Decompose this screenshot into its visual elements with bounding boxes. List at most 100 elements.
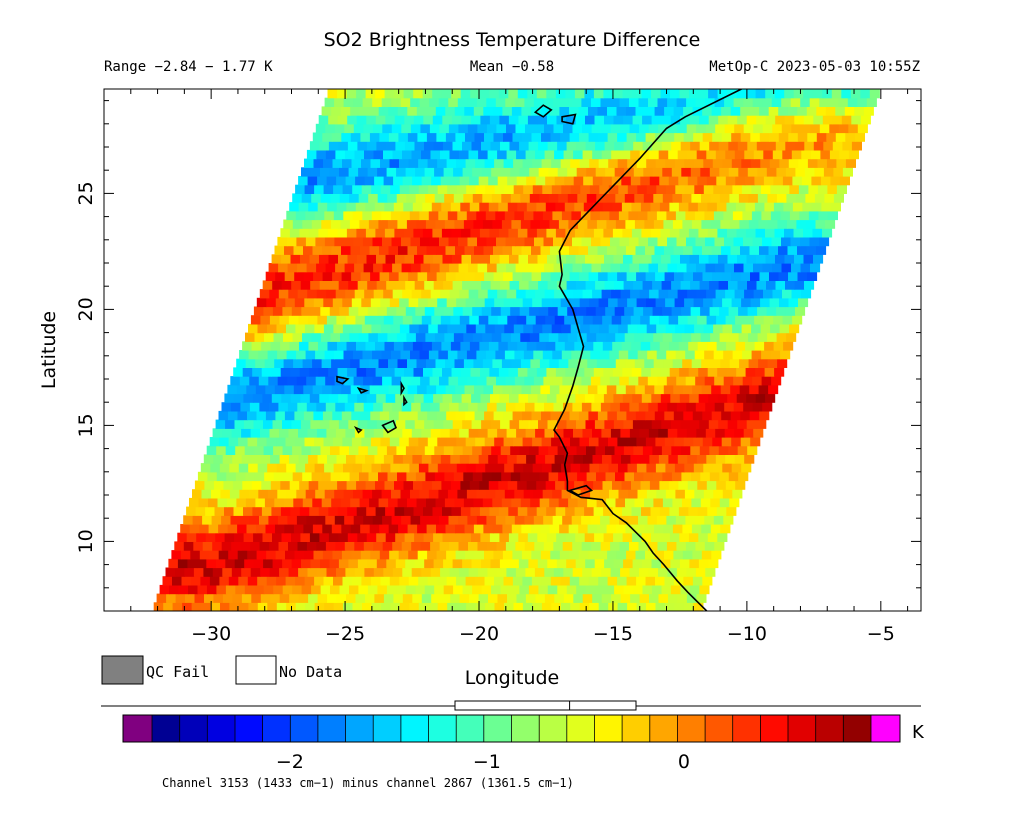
heatmap-cell (773, 202, 784, 212)
heatmap-cell (336, 176, 347, 186)
heatmap-cell (467, 515, 478, 525)
heatmap-cell (492, 106, 503, 116)
heatmap-cell (424, 584, 435, 595)
heatmap-cell (541, 271, 552, 281)
heatmap-cell (505, 515, 516, 525)
heatmap-cell (735, 341, 746, 351)
heatmap-cell (255, 497, 266, 508)
heatmap-cell (668, 289, 679, 299)
heatmap-cell (445, 384, 456, 395)
heatmap-cell (663, 219, 674, 229)
heatmap-cell (598, 437, 609, 447)
heatmap-cell (675, 515, 686, 525)
heatmap-cell (168, 558, 179, 569)
heatmap-cell (806, 106, 817, 116)
heatmap-cell (381, 463, 392, 473)
heatmap-cell (343, 236, 354, 247)
heatmap-cell (463, 332, 474, 342)
heatmap-cell (372, 489, 383, 499)
heatmap-cell (232, 593, 243, 603)
colorbar-segment (373, 715, 402, 742)
heatmap-cell (603, 367, 614, 377)
heatmap-cell (314, 463, 325, 473)
heatmap-cell (349, 219, 360, 229)
heatmap-cell (198, 497, 209, 508)
heatmap-cell (430, 149, 441, 160)
heatmap-cell (515, 402, 526, 412)
heatmap-cell (322, 524, 333, 534)
heatmap-cell (384, 480, 395, 490)
heatmap-cell (554, 149, 565, 160)
heatmap-cell (594, 419, 605, 429)
heatmap-cell (775, 280, 786, 290)
heatmap-cell (739, 219, 750, 229)
heatmap-cell (411, 149, 422, 160)
heatmap-cell (785, 306, 796, 316)
heatmap-cell (775, 141, 786, 151)
heatmap-cell (772, 149, 783, 160)
heatmap-cell (297, 541, 308, 551)
heatmap-cell (694, 323, 705, 334)
heatmap-cell (621, 315, 632, 325)
heatmap-cell (804, 141, 815, 151)
heatmap-cell (538, 306, 549, 316)
heatmap-cell (408, 410, 419, 421)
heatmap-cell (767, 193, 778, 203)
heatmap-cell (678, 341, 689, 351)
heatmap-cell (701, 358, 712, 368)
heatmap-cell (466, 184, 477, 194)
heatmap-cell (590, 489, 601, 499)
heatmap-cell (423, 393, 434, 403)
heatmap-cell (340, 471, 351, 482)
heatmap-cell (329, 167, 340, 177)
heatmap-cell (529, 471, 540, 482)
heatmap-cell (664, 550, 675, 560)
heatmap-cell (452, 280, 463, 290)
heatmap-cell (318, 228, 329, 238)
heatmap-cell (502, 384, 513, 395)
heatmap-cell (691, 497, 702, 508)
heatmap-cell (839, 176, 850, 186)
heatmap-cell (640, 341, 651, 351)
heatmap-cell (630, 149, 641, 160)
heatmap-cell (699, 254, 710, 264)
heatmap-cell (732, 350, 743, 360)
heatmap-cell (573, 149, 584, 160)
heatmap-cell (461, 254, 472, 264)
heatmap-cell (564, 202, 575, 212)
heatmap-cell (602, 454, 613, 464)
heatmap-cell (584, 89, 595, 99)
heatmap-cell (458, 541, 469, 551)
heatmap-cell (486, 515, 497, 525)
heatmap-cell (496, 402, 507, 412)
heatmap-cell (319, 254, 330, 264)
heatmap-cell (491, 584, 502, 595)
heatmap-cell (346, 202, 357, 212)
heatmap-cell (351, 158, 362, 168)
heatmap-cell (631, 341, 642, 351)
heatmap-cell (533, 210, 544, 221)
heatmap-cell (493, 271, 504, 281)
heatmap-cell (842, 167, 853, 177)
heatmap-cell (486, 541, 497, 551)
heatmap-cell (165, 567, 176, 577)
heatmap-cell (280, 480, 291, 490)
heatmap-cell (269, 289, 280, 299)
heatmap-cell (607, 245, 618, 255)
y-tick-label: 15 (75, 413, 97, 437)
heatmap-cell (626, 410, 637, 421)
heatmap-cell (418, 602, 429, 611)
heatmap-cell (237, 410, 248, 421)
heatmap-cell (707, 202, 718, 212)
heatmap-cell (335, 289, 346, 299)
heatmap-cell (659, 315, 670, 325)
heatmap-cell (457, 489, 468, 499)
heatmap-cell (320, 193, 331, 203)
heatmap-cell (590, 376, 601, 386)
heatmap-cell (221, 402, 232, 412)
heatmap-cell (681, 471, 692, 482)
heatmap-cell (562, 236, 573, 247)
heatmap-cell (728, 167, 739, 177)
heatmap-cell (792, 202, 803, 212)
heatmap-cell (512, 132, 523, 142)
